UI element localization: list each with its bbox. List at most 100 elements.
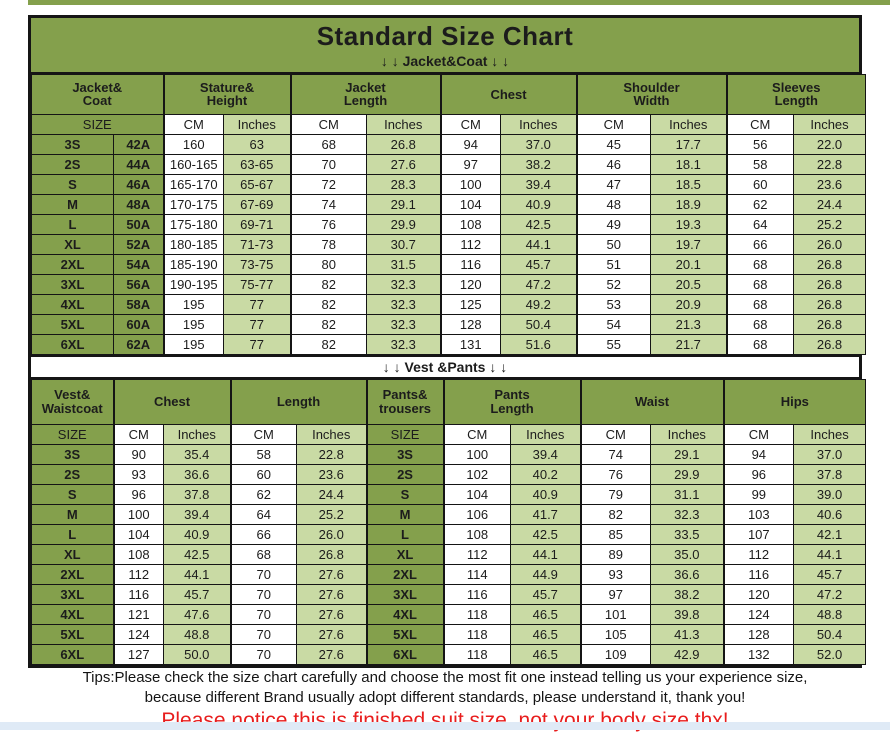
inches-value-cell: 26.8 (793, 273, 867, 295)
unit-header-cell: CM (162, 113, 224, 135)
cm-value-cell: 109 (579, 643, 652, 665)
cm-value-cell: 70 (229, 583, 297, 605)
inches-value-cell: 26.8 (365, 133, 442, 155)
cm-value-cell: 120 (722, 583, 795, 605)
table-row: 3S 90 35.4 58 22.8 3S 100 39.4 74 29.1 94 37.0 (31, 443, 867, 465)
cm-value-cell: 160-165 (162, 153, 224, 175)
size-cell: M (31, 503, 114, 525)
table-row: 2XL 54A 185-190 73-75 80 31.5 116 45.7 51 20.1 68 2… (31, 253, 867, 275)
cm-value-cell: 90 (112, 443, 164, 465)
table-row: 6XL 62A 195 77 82 32.3 131 51.6 55 21.7 68 26.8 (31, 333, 867, 355)
size-cell: L (31, 213, 114, 235)
inches-value-cell: 18.9 (650, 193, 728, 215)
cm-value-cell: 68 (725, 333, 795, 355)
column-group-header: Stature& Height (162, 73, 291, 115)
inches-value-cell: 19.7 (650, 233, 728, 255)
inches-value-cell: 23.6 (295, 463, 368, 485)
inches-value-cell: 22.8 (295, 443, 368, 465)
column-group-header: Pants& trousers (365, 378, 445, 425)
unit-header-cell: CM (112, 423, 164, 445)
cm-value-cell: 118 (442, 643, 512, 665)
cm-value-cell: 127 (112, 643, 164, 665)
cm-value-cell: 82 (289, 333, 367, 355)
inches-value-cell: 63 (223, 133, 291, 155)
size-cell: 5XL (31, 313, 114, 335)
inches-value-cell: 40.9 (500, 193, 578, 215)
cm-value-cell: 68 (725, 293, 795, 315)
inches-value-cell: 29.1 (650, 443, 725, 465)
inches-value-cell: 47.2 (500, 273, 578, 295)
inches-value-cell: 51.6 (500, 333, 578, 355)
inches-value-cell: 42.1 (793, 523, 867, 545)
top-green-strip (28, 0, 890, 5)
cm-value-cell: 118 (442, 603, 512, 625)
cm-value-cell: 62 (229, 483, 297, 505)
cm-value-cell: 128 (722, 623, 795, 645)
size-cell: 50A (113, 213, 164, 235)
inches-value-cell: 42.5 (163, 543, 231, 565)
cm-value-cell: 96 (112, 483, 164, 505)
unit-header-cell: Inches (295, 423, 368, 445)
inches-value-cell: 27.6 (295, 563, 368, 585)
table-row: 2S 44A 160-165 63-65 70 27.6 97 38.2 46 18.1 58 22.… (31, 153, 867, 175)
cm-value-cell: 74 (579, 443, 652, 465)
size-cell: 62A (113, 333, 164, 355)
inches-value-cell: 18.5 (650, 173, 728, 195)
inches-value-cell: 44.1 (163, 563, 231, 585)
cm-value-cell: 116 (112, 583, 164, 605)
cm-value-cell: 82 (289, 313, 367, 335)
unit-header-cell: Inches (793, 113, 867, 135)
column-group-header: Vest& Waistcoat (31, 378, 114, 425)
cm-value-cell: 64 (725, 213, 795, 235)
inches-value-cell: 38.2 (650, 583, 725, 605)
inches-value-cell: 19.3 (650, 213, 728, 235)
inches-value-cell: 32.3 (365, 293, 442, 315)
inches-value-cell: 50.0 (163, 643, 231, 665)
cm-value-cell: 89 (579, 543, 652, 565)
cm-value-cell: 53 (575, 293, 652, 315)
size-cell: 3XL (31, 273, 114, 295)
size-cell: 3XL (365, 583, 445, 605)
inches-value-cell: 28.3 (365, 173, 442, 195)
jacket-coat-band-label: ↓ ↓ Jacket&Coat ↓ ↓ (380, 52, 510, 69)
size-cell: 44A (113, 153, 164, 175)
cm-value-cell: 68 (725, 313, 795, 335)
chart-header: Standard Size Chart ↓ ↓ Jacket&Coat ↓ ↓ (31, 18, 859, 74)
size-cell: 4XL (31, 293, 114, 315)
cm-value-cell: 56 (725, 133, 795, 155)
inches-value-cell: 26.8 (793, 253, 867, 275)
size-cell: XL (31, 233, 114, 255)
cm-value-cell: 50 (575, 233, 652, 255)
unit-header-cell: SIZE (31, 113, 164, 135)
column-group-header: Hips (722, 378, 867, 425)
inches-value-cell: 23.6 (793, 173, 867, 195)
column-group-header: Jacket& Coat (31, 73, 164, 115)
inches-value-cell: 38.2 (500, 153, 578, 175)
inches-value-cell: 44.1 (500, 233, 578, 255)
size-cell: 2S (31, 463, 114, 485)
cm-value-cell: 54 (575, 313, 652, 335)
inches-value-cell: 22.0 (793, 133, 867, 155)
jacket-coat-size-table: Jacket& Coat Stature& Height Jacket Length… (31, 73, 867, 355)
size-cell: XL (31, 543, 114, 565)
cm-value-cell: 97 (579, 583, 652, 605)
table-row: 2S 93 36.6 60 23.6 2S 102 40.2 76 29.9 96 37.8 (31, 463, 867, 485)
size-cell: L (31, 523, 114, 545)
inches-value-cell: 45.7 (793, 563, 867, 585)
cm-value-cell: 74 (289, 193, 367, 215)
inches-value-cell: 37.8 (793, 463, 867, 485)
column-group-header: Chest (439, 73, 578, 115)
inches-value-cell: 32.3 (365, 313, 442, 335)
size-cell: 2XL (31, 253, 114, 275)
inches-value-cell: 41.7 (510, 503, 582, 525)
inches-value-cell: 39.0 (793, 483, 867, 505)
table-row: 5XL 60A 195 77 82 32.3 128 50.4 54 21.3 68 26.8 (31, 313, 867, 335)
table-row: 3XL 116 45.7 70 27.6 3XL 116 45.7 97 38.2 120 47.2 (31, 583, 867, 605)
cm-value-cell: 112 (442, 543, 512, 565)
cm-value-cell: 116 (722, 563, 795, 585)
size-cell: 54A (113, 253, 164, 275)
cm-value-cell: 70 (229, 623, 297, 645)
size-cell: S (31, 483, 114, 505)
vest-pants-size-table: Vest& Waistcoat Chest Length Pants& trouser… (31, 378, 867, 665)
cm-value-cell: 195 (162, 313, 224, 335)
